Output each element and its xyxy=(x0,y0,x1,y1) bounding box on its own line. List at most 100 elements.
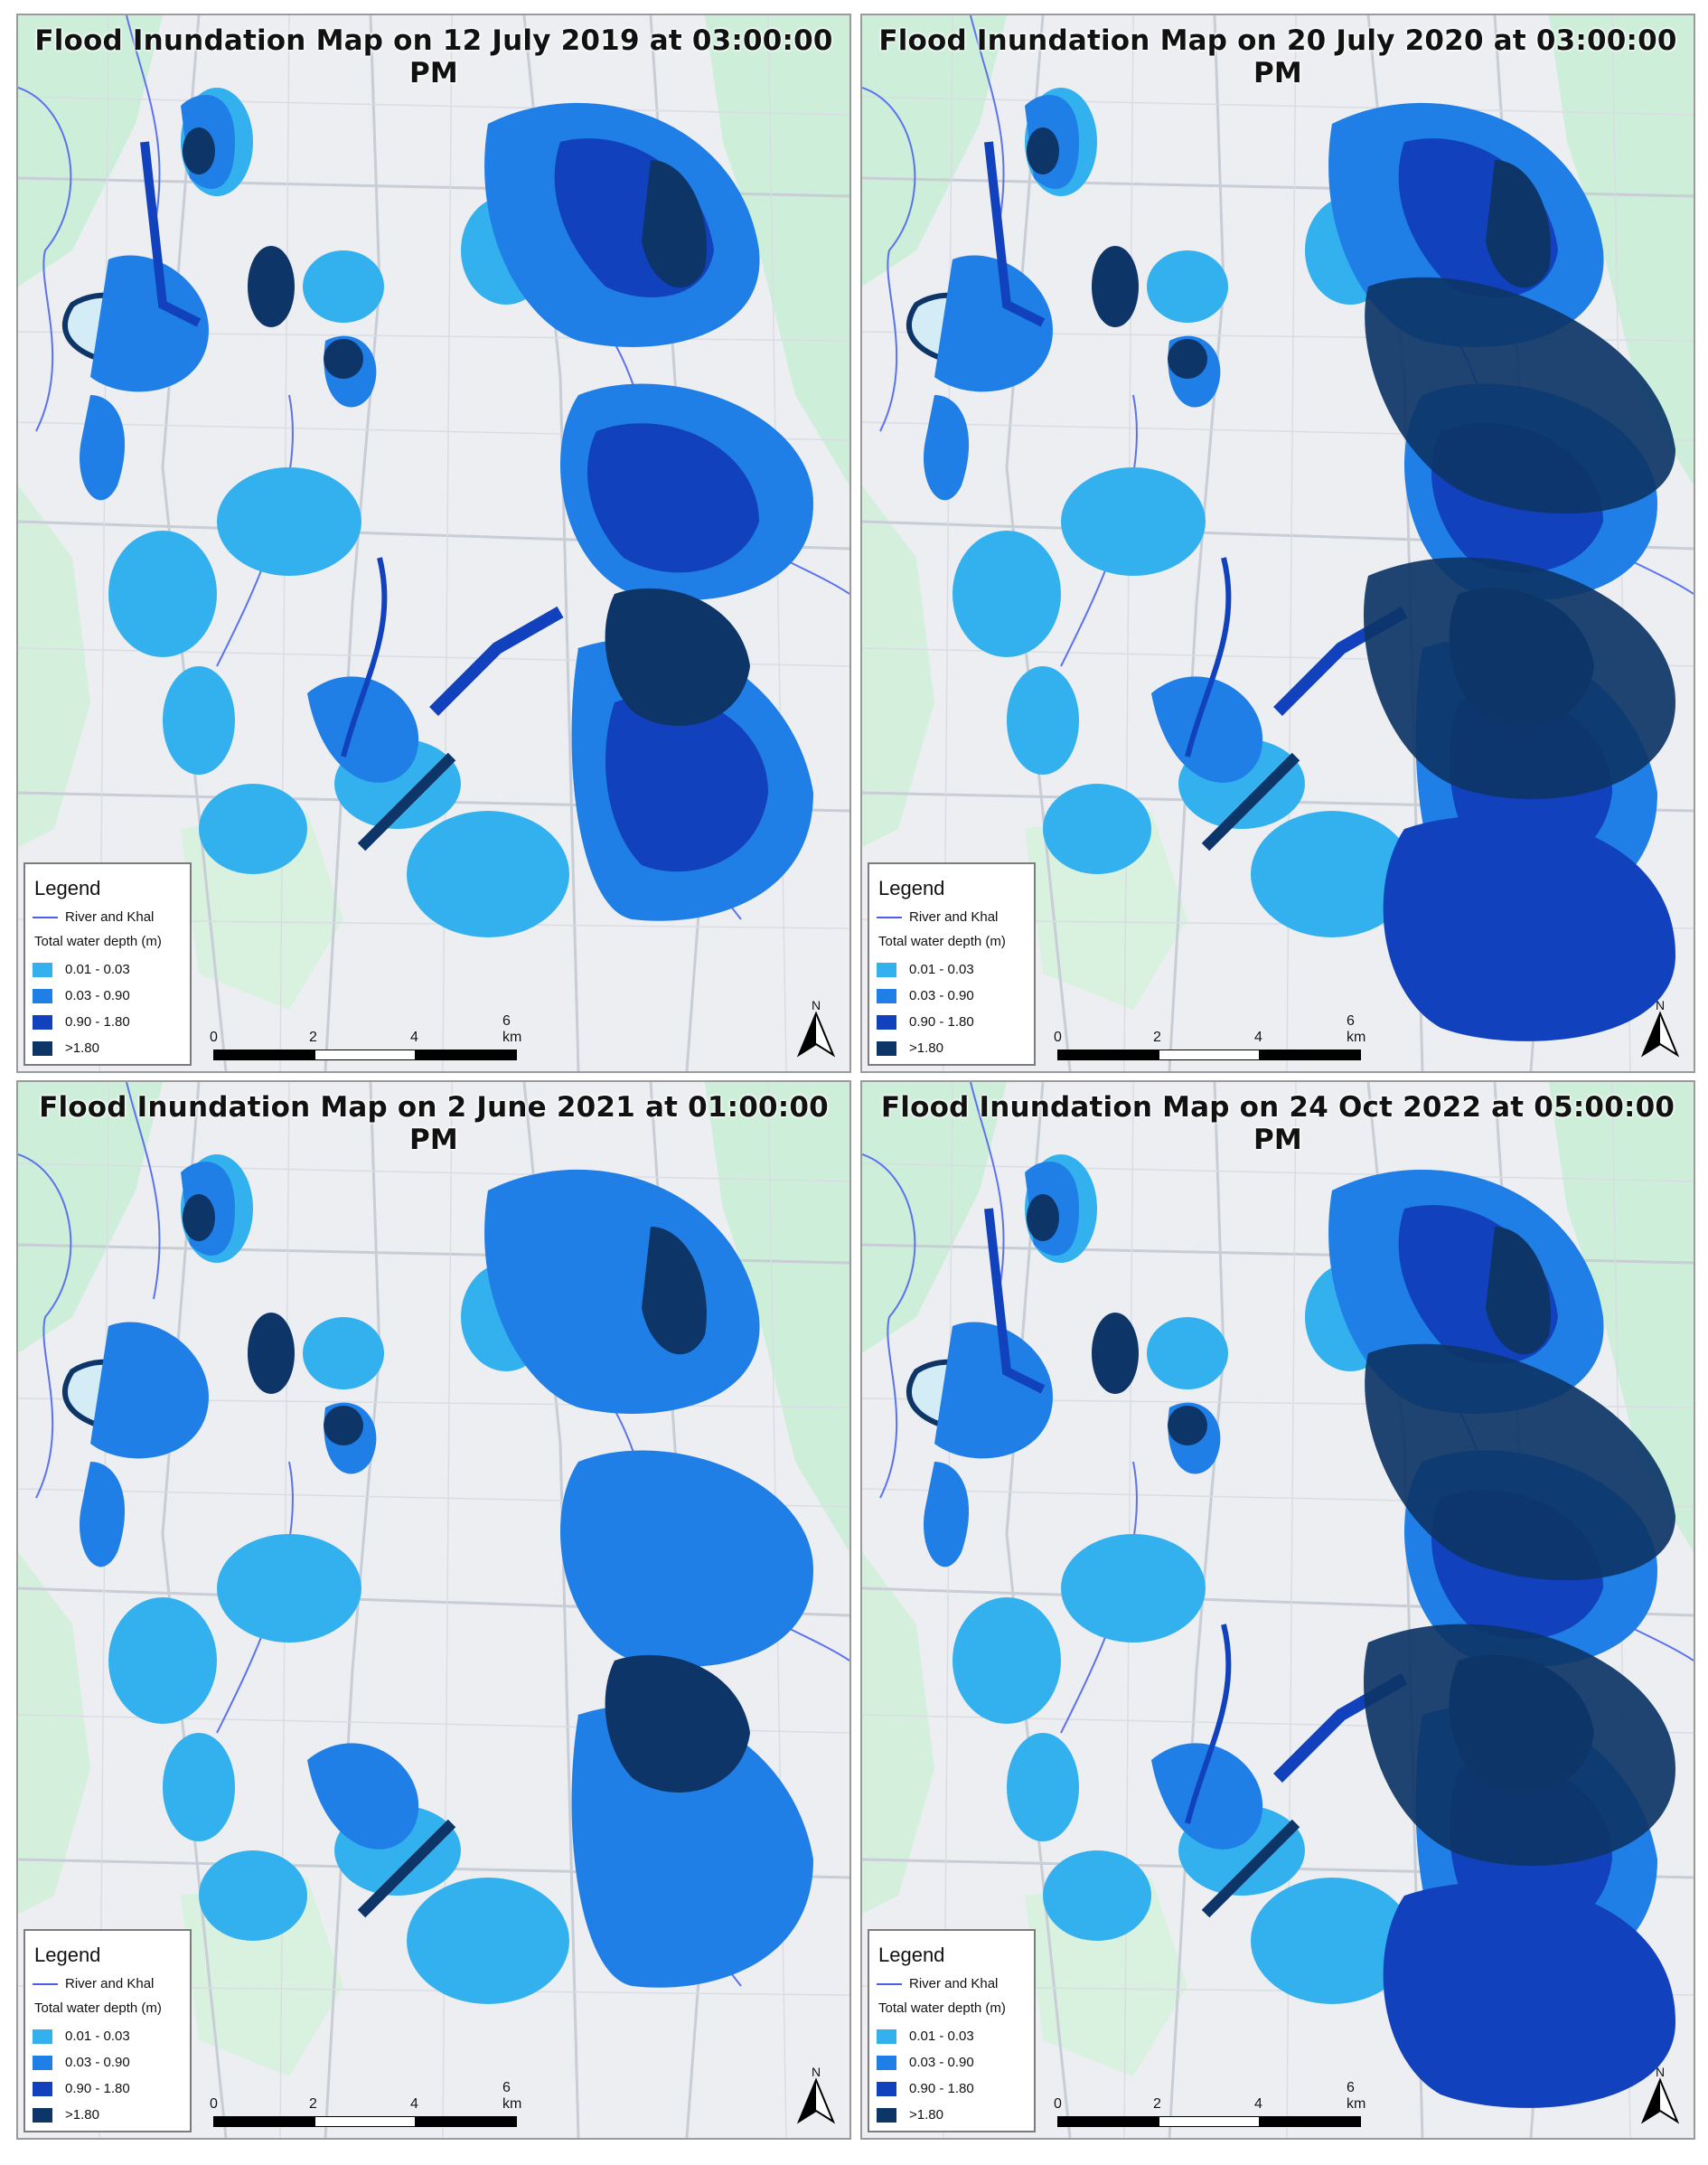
swatch-mid xyxy=(33,988,52,1003)
legend-class-4: >1.80 xyxy=(33,1035,190,1061)
class-label: 0.03 - 0.90 xyxy=(65,2055,130,2070)
swatch-light xyxy=(877,962,896,977)
swatch-mid xyxy=(33,2055,52,2070)
scale-tick-0: 0 xyxy=(1054,1030,1062,1045)
scale-segment xyxy=(1057,2116,1159,2127)
class-label: 0.03 - 0.90 xyxy=(909,2055,974,2070)
legend-class-1: 0.01 - 0.03 xyxy=(877,956,1034,983)
scale-tick-4: 4 xyxy=(1254,2096,1262,2112)
river-line-symbol xyxy=(33,1982,58,1985)
legend-class-1: 0.01 - 0.03 xyxy=(877,2023,1034,2049)
map-panel-2020: Flood Inundation Map on 20 July 2020 at … xyxy=(860,14,1695,1073)
north-label: N xyxy=(812,998,821,1012)
legend-class-2: 0.03 - 0.90 xyxy=(877,983,1034,1009)
map-panel-2022: Flood Inundation Map on 24 Oct 2022 at 0… xyxy=(860,1080,1695,2140)
scale-segment xyxy=(213,2116,314,2127)
swatch-light xyxy=(33,2029,52,2044)
class-label: >1.80 xyxy=(909,1040,943,1056)
legend: Legend River and Khal Total water depth … xyxy=(868,1929,1036,2132)
north-label: N xyxy=(812,2065,821,2079)
north-arrow-icon: N xyxy=(1640,2065,1680,2124)
legend: Legend River and Khal Total water depth … xyxy=(23,1929,192,2132)
class-label: 0.03 - 0.90 xyxy=(65,988,130,1003)
legend-class-1: 0.01 - 0.03 xyxy=(33,2023,190,2049)
scale-tick-2: 2 xyxy=(1153,2096,1161,2112)
class-label: >1.80 xyxy=(65,1040,99,1056)
scale-tick-2: 2 xyxy=(1153,1030,1161,1045)
map-panel-2021: Flood Inundation Map on 2 June 2021 at 0… xyxy=(16,1080,851,2140)
legend-river-item: River and Khal xyxy=(33,1976,190,1991)
legend-depth-title: Total water depth (m) xyxy=(878,934,1006,949)
legend-class-2: 0.03 - 0.90 xyxy=(877,2049,1034,2076)
class-label: 0.01 - 0.03 xyxy=(909,962,974,977)
map-title: Flood Inundation Map on 20 July 2020 at … xyxy=(878,24,1677,89)
scale-tick-0: 0 xyxy=(1054,2096,1062,2112)
legend-class-1: 0.01 - 0.03 xyxy=(33,956,190,983)
scale-tick-2: 2 xyxy=(309,1030,317,1045)
swatch-light xyxy=(877,2029,896,2044)
map-panel-2019: Flood Inundation Map on 12 July 2019 at … xyxy=(16,14,851,1073)
scale-segment xyxy=(213,1050,314,1060)
scale-tick-6: 6 km xyxy=(1347,1013,1366,1045)
legend-class-2: 0.03 - 0.90 xyxy=(33,2049,190,2076)
class-label: 0.01 - 0.03 xyxy=(65,2029,130,2044)
swatch-light xyxy=(33,962,52,977)
north-label: N xyxy=(1656,998,1665,1012)
scale-segment xyxy=(416,1050,517,1060)
scale-segment xyxy=(314,2116,416,2127)
scale-bar: 0 2 4 6 km xyxy=(210,2080,521,2127)
legend-river-item: River and Khal xyxy=(33,909,190,925)
scale-segment xyxy=(1159,1050,1260,1060)
scale-bar: 0 2 4 6 km xyxy=(1054,2080,1365,2127)
legend-class-3: 0.90 - 1.80 xyxy=(877,1009,1034,1035)
legend-depth-title: Total water depth (m) xyxy=(878,2000,1006,2016)
scale-tick-4: 4 xyxy=(410,1030,418,1045)
legend: Legend River and Khal Total water depth … xyxy=(23,862,192,1066)
class-label: 0.01 - 0.03 xyxy=(65,962,130,977)
river-line-symbol xyxy=(33,916,58,918)
class-label: >1.80 xyxy=(65,2107,99,2123)
swatch-very-deep xyxy=(877,2107,896,2123)
class-label: >1.80 xyxy=(909,2107,943,2123)
class-label: 0.90 - 1.80 xyxy=(65,2081,130,2096)
legend-depth-title: Total water depth (m) xyxy=(34,934,162,949)
legend-title: Legend xyxy=(878,877,945,899)
north-arrow-icon: N xyxy=(796,998,836,1058)
legend-class-3: 0.90 - 1.80 xyxy=(33,2076,190,2102)
legend-river-label: River and Khal xyxy=(909,909,999,925)
scale-segment xyxy=(1260,1050,1361,1060)
north-label: N xyxy=(1656,2065,1665,2079)
scale-tick-0: 0 xyxy=(210,2096,218,2112)
map-title: Flood Inundation Map on 24 Oct 2022 at 0… xyxy=(880,1091,1675,1156)
scale-segment xyxy=(1260,2116,1361,2127)
scale-tick-6: 6 km xyxy=(1347,2080,1366,2112)
scale-tick-6: 6 km xyxy=(502,2080,522,2112)
map-title: Flood Inundation Map on 2 June 2021 at 0… xyxy=(39,1091,829,1156)
swatch-deep xyxy=(877,2081,896,2096)
scale-segment xyxy=(1159,2116,1260,2127)
legend-river-label: River and Khal xyxy=(909,1976,999,1991)
swatch-deep xyxy=(33,1014,52,1030)
north-arrow-icon: N xyxy=(796,2065,836,2124)
class-label: 0.90 - 1.80 xyxy=(909,1014,974,1030)
scale-tick-6: 6 km xyxy=(502,1013,522,1045)
scale-bar: 0 2 4 6 km xyxy=(210,1013,521,1060)
north-arrow-icon: N xyxy=(1640,998,1680,1058)
legend: Legend River and Khal Total water depth … xyxy=(868,862,1036,1066)
legend-title: Legend xyxy=(34,877,101,899)
legend-class-4: >1.80 xyxy=(877,1035,1034,1061)
swatch-very-deep xyxy=(877,1040,896,1056)
class-label: 0.03 - 0.90 xyxy=(909,988,974,1003)
swatch-deep xyxy=(877,1014,896,1030)
swatch-mid xyxy=(877,988,896,1003)
legend-river-label: River and Khal xyxy=(65,909,155,925)
legend-title: Legend xyxy=(878,1944,945,1966)
legend-river-item: River and Khal xyxy=(877,1976,1034,1991)
legend-depth-title: Total water depth (m) xyxy=(34,2000,162,2016)
swatch-mid xyxy=(877,2055,896,2070)
river-line-symbol xyxy=(877,1982,902,1985)
scale-segment xyxy=(314,1050,416,1060)
scale-tick-2: 2 xyxy=(309,2096,317,2112)
swatch-deep xyxy=(33,2081,52,2096)
legend-class-4: >1.80 xyxy=(877,2102,1034,2128)
